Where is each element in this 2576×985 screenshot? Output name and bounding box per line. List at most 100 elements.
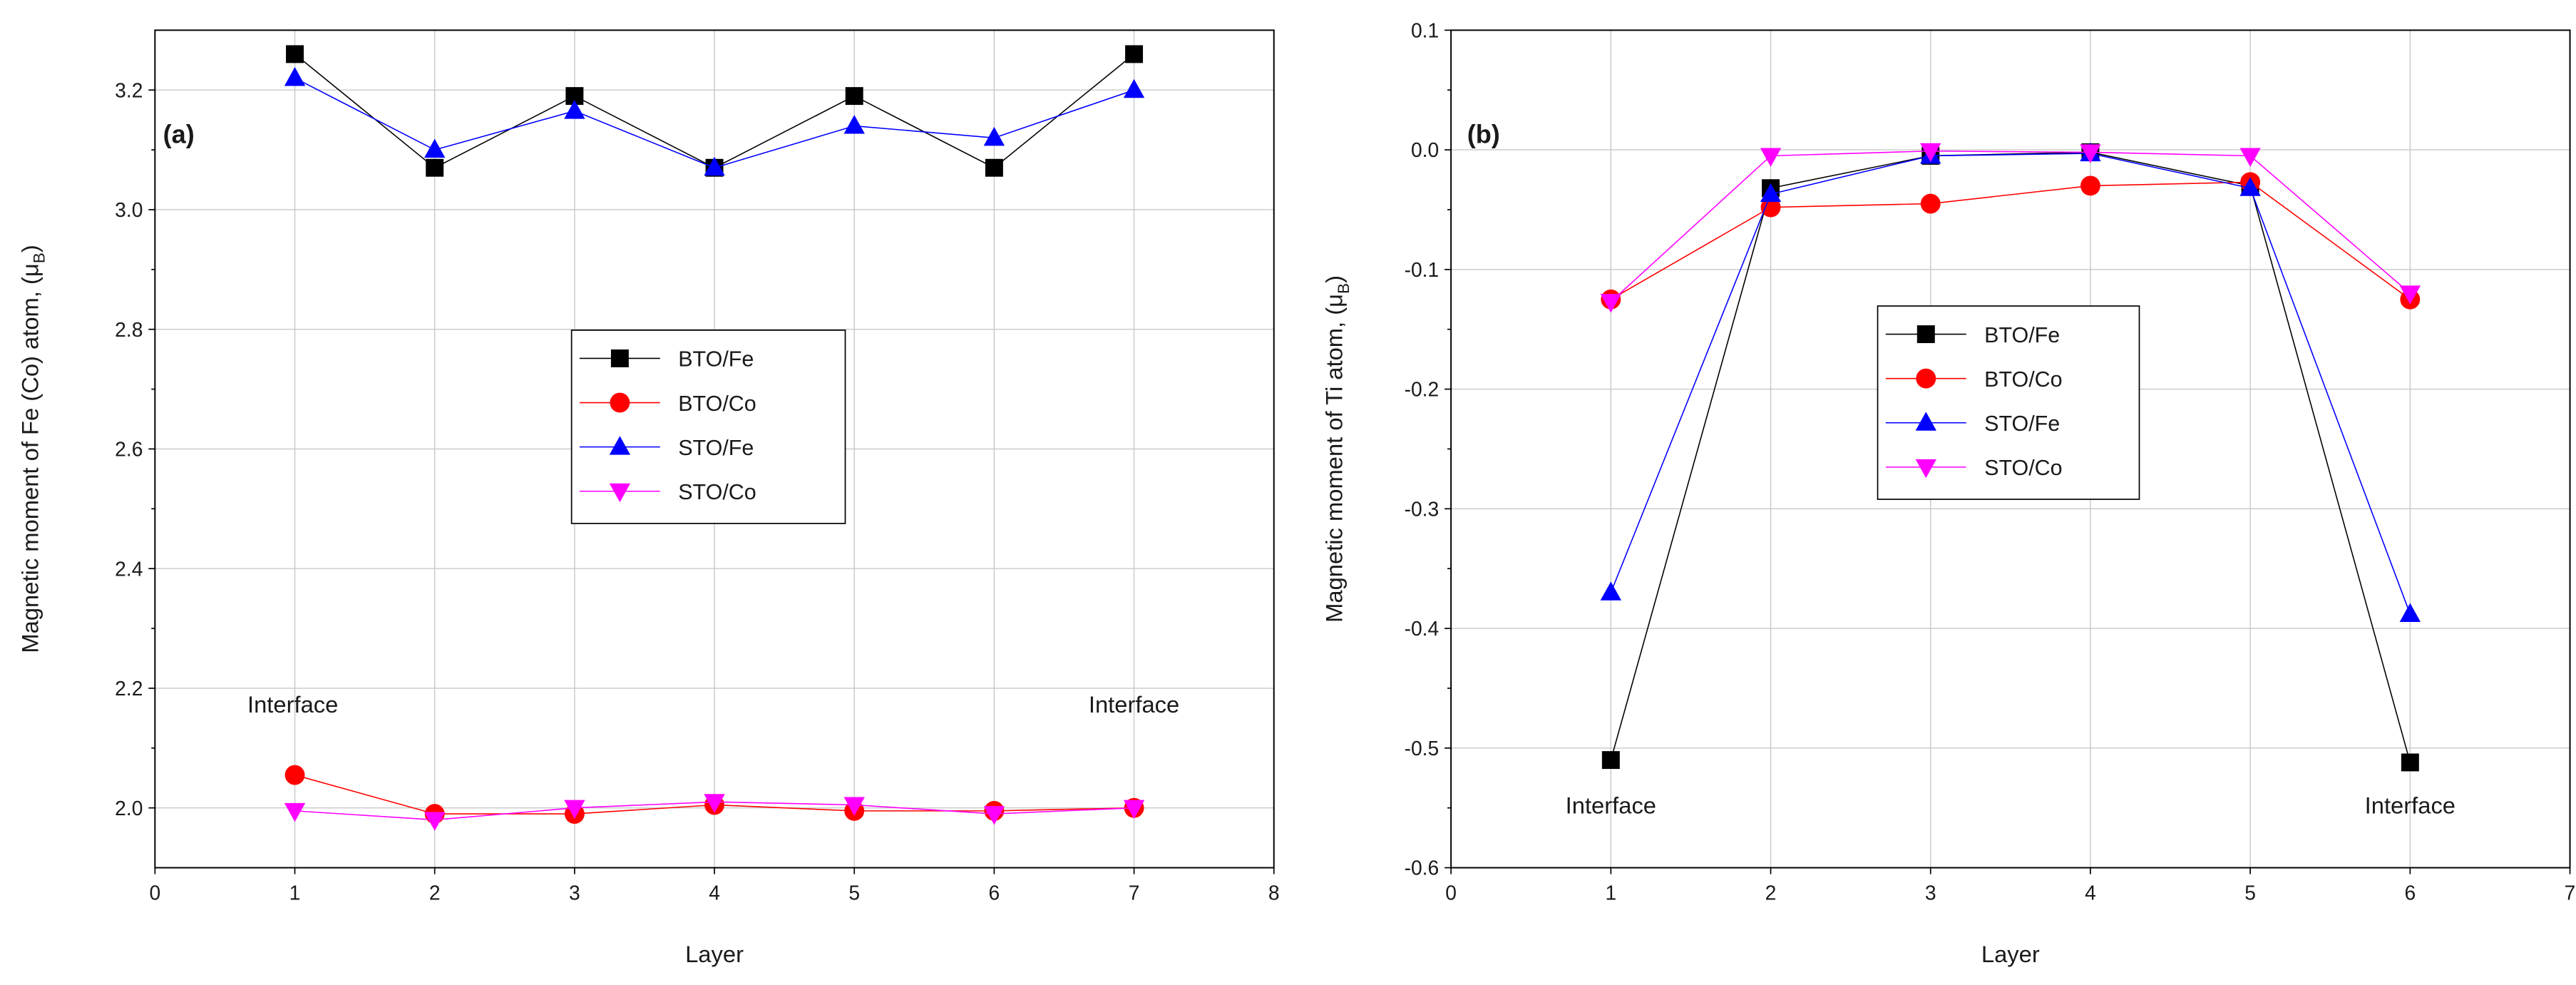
chart-panel-2: 0 1 2 3 4 5 6 7 0.1 0.0 -0.1 -0.2 -0.3 -0.4 -0.5 -0.6 La… xyxy=(1321,19,2576,968)
y-tick-label: 3.2 xyxy=(115,78,143,101)
legend-marker xyxy=(1915,459,1936,479)
chart-panel-1: 0 1 2 3 4 5 6 7 8 2.0 2.2 2.4 2.6 2.8 3.0 3.2 Layer Magne… xyxy=(17,29,1280,967)
data-point xyxy=(1123,78,1145,98)
series-group xyxy=(1600,142,2421,772)
legend-label: STO/Co xyxy=(1984,456,2063,480)
data-point xyxy=(1760,148,1782,167)
y-tick-label: 2.0 xyxy=(115,797,143,820)
legend-label: BTO/Co xyxy=(1984,367,2063,392)
series-sto-co xyxy=(284,794,1145,831)
data-point xyxy=(985,158,1003,177)
x-tick-label: 6 xyxy=(989,882,1000,904)
data-point xyxy=(284,802,306,822)
legend: BTO/Fe BTO/Co STO/Fe STO/Co xyxy=(570,330,846,524)
data-point xyxy=(424,138,446,158)
y-axis-label-subscript: B xyxy=(1335,283,1353,294)
panel-label: (b) xyxy=(1467,119,1500,148)
annotation-interface: Interface xyxy=(2365,792,2456,818)
data-point xyxy=(1920,143,1941,163)
data-point xyxy=(2399,285,2421,305)
data-point xyxy=(704,794,725,813)
x-axis-label: Layer xyxy=(1981,941,2040,967)
data-point xyxy=(426,158,444,177)
series-line xyxy=(1610,153,2411,615)
legend: BTO/Fe BTO/Co STO/Fe STO/Co xyxy=(1877,305,2140,500)
annotation-interface: Interface xyxy=(247,691,338,718)
y-tick-label: 3.0 xyxy=(115,198,143,221)
x-tick-label: 6 xyxy=(2404,882,2416,904)
y-tick-label: -0.5 xyxy=(1405,737,1440,760)
x-tick-label: 1 xyxy=(289,882,301,904)
legend-label: STO/Co xyxy=(678,480,756,504)
y-tick-label: -0.3 xyxy=(1405,497,1440,520)
series-sto-fe xyxy=(284,67,1145,176)
legend-item: BTO/Fe xyxy=(579,347,754,372)
x-tick-label: 1 xyxy=(1605,882,1616,904)
series-sto-fe xyxy=(1600,142,2421,622)
legend-item: STO/Fe xyxy=(579,436,754,460)
series-group xyxy=(284,45,1145,831)
data-point xyxy=(284,765,305,785)
data-point xyxy=(1920,193,1941,214)
data-point xyxy=(2239,148,2261,167)
legend-item: BTO/Co xyxy=(1885,367,2063,392)
x-tick-label: 3 xyxy=(569,882,580,904)
series-line xyxy=(1610,181,2411,300)
data-point xyxy=(424,812,446,831)
y-tick-label: -0.6 xyxy=(1405,857,1440,879)
legend-item: STO/Co xyxy=(579,480,756,504)
data-point xyxy=(704,156,725,176)
x-tick-label: 4 xyxy=(2085,882,2096,904)
data-point xyxy=(1600,581,1622,601)
data-point xyxy=(1760,197,1781,218)
data-point xyxy=(845,87,863,106)
panel-label: (a) xyxy=(163,119,195,148)
legend-label: STO/Fe xyxy=(1984,412,2060,436)
legend-marker xyxy=(610,349,629,367)
x-tick-label: 3 xyxy=(1925,882,1936,904)
x-tick-label: 2 xyxy=(1765,882,1777,904)
legend-marker xyxy=(609,483,631,503)
data-point xyxy=(2080,175,2100,196)
legend-label: BTO/Fe xyxy=(1984,323,2060,347)
y-axis-label: Magnetic moment of Fe (Co) atom, (μB) xyxy=(17,245,48,653)
legend-marker xyxy=(609,436,631,455)
series-sto-co xyxy=(1600,143,2421,313)
y-tick-label: 2.2 xyxy=(115,677,143,700)
data-point xyxy=(2080,144,2101,163)
x-tick-label: 4 xyxy=(709,882,720,904)
y-tick-label: 2.8 xyxy=(115,318,143,341)
x-tick-label: 5 xyxy=(848,882,860,904)
x-tick-label: 0 xyxy=(149,882,160,904)
data-point xyxy=(564,800,585,820)
x-tick-label: 0 xyxy=(1445,882,1457,904)
x-tick-label: 7 xyxy=(1129,882,1140,904)
legend-item: STO/Co xyxy=(1885,456,2063,480)
y-tick-label: 0.0 xyxy=(1411,138,1439,161)
x-tick-label: 7 xyxy=(2565,882,2576,904)
x-tick-label: 5 xyxy=(2244,882,2256,904)
y-axis-label-close: ) xyxy=(17,245,43,252)
ticks: 0 1 2 3 4 5 6 7 0.1 0.0 -0.1 -0.2 -0.3 -0.4 -0.5 -0.6 xyxy=(1405,19,2576,904)
series-line xyxy=(1610,151,2411,763)
y-axis-label-subscript: B xyxy=(31,252,48,263)
data-point xyxy=(843,115,865,134)
data-point xyxy=(2239,177,2261,196)
data-point xyxy=(286,45,304,63)
series-line xyxy=(1610,150,2411,302)
legend-label: BTO/Fe xyxy=(678,347,754,372)
legend-item: BTO/Fe xyxy=(1885,323,2060,347)
legend-marker xyxy=(1916,368,1936,389)
legend-item: STO/Fe xyxy=(1885,412,2060,436)
legend-label: STO/Fe xyxy=(678,436,754,460)
y-tick-label: -0.1 xyxy=(1405,258,1440,281)
y-tick-label: 0.1 xyxy=(1411,19,1439,42)
data-point xyxy=(1600,294,1622,313)
data-point xyxy=(284,67,306,86)
annotation-interface: Interface xyxy=(1089,691,1179,718)
legend-marker xyxy=(610,392,630,413)
data-point xyxy=(2401,753,2419,772)
data-point xyxy=(1760,183,1782,203)
annotation-interface: Interface xyxy=(1566,792,1656,818)
legend-label: BTO/Co xyxy=(678,392,756,416)
